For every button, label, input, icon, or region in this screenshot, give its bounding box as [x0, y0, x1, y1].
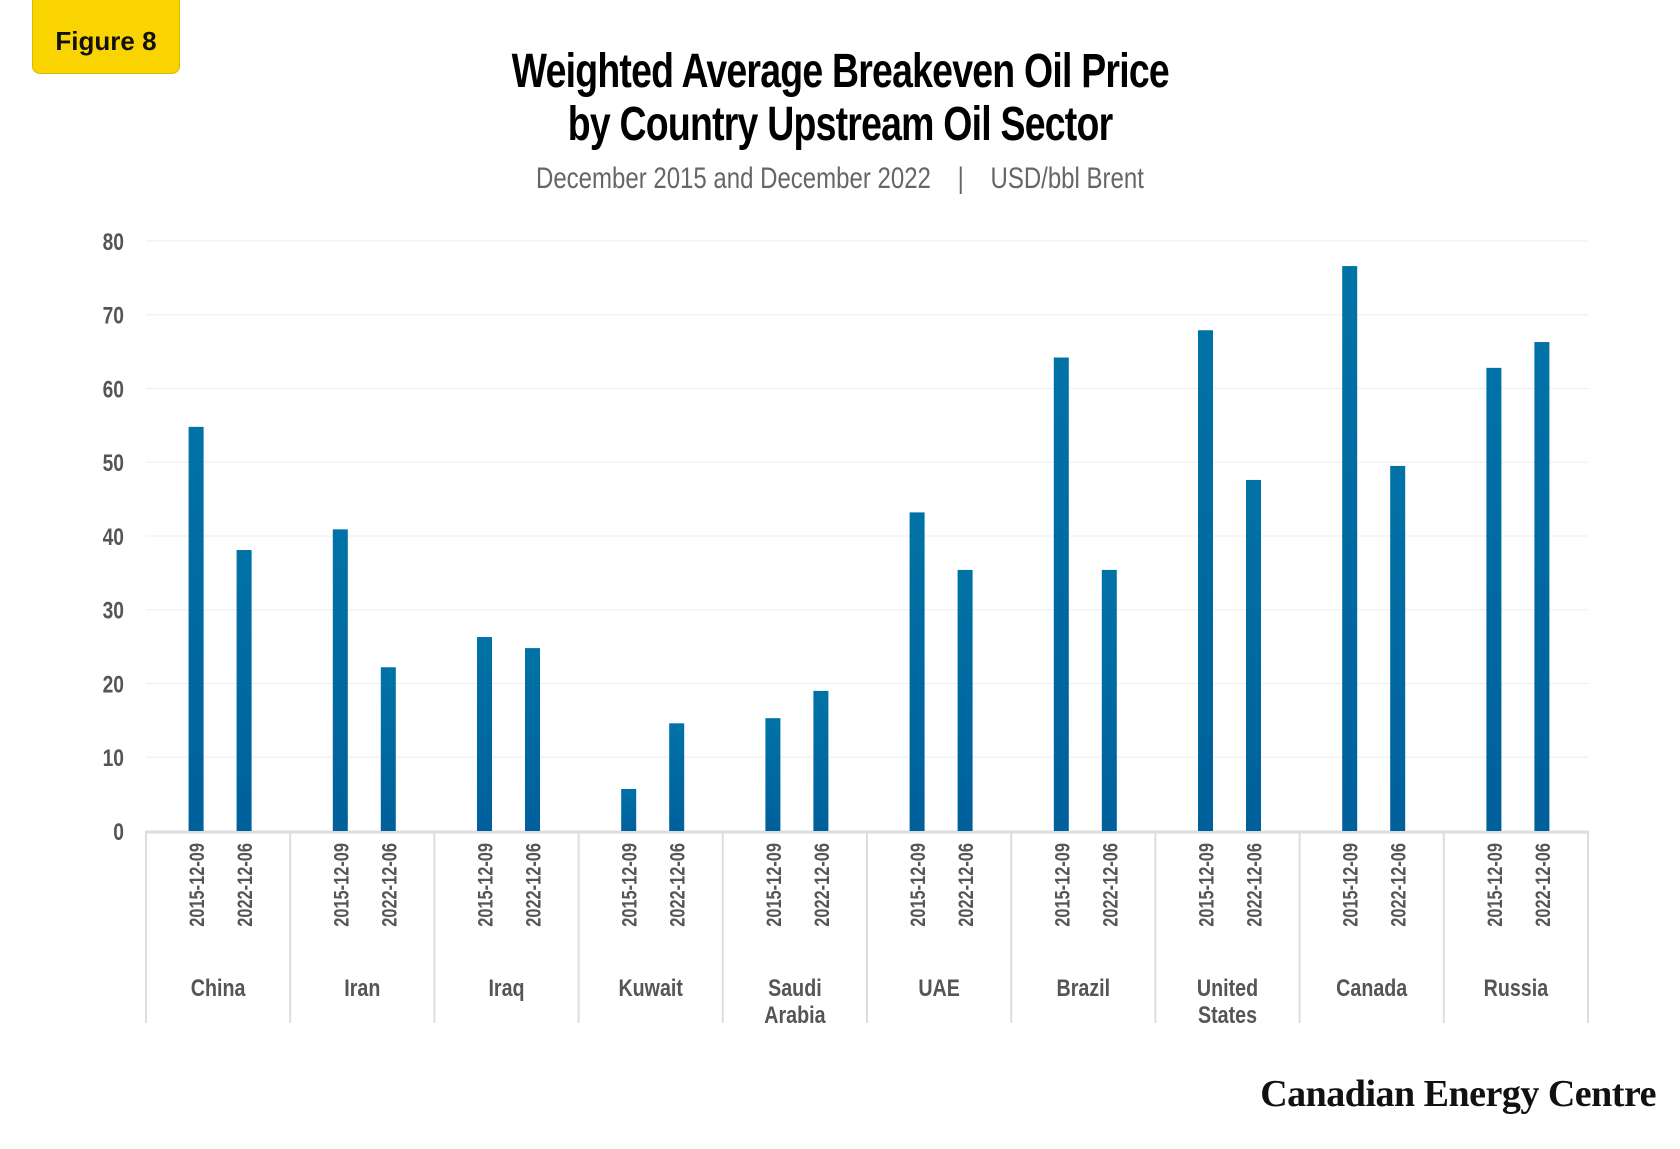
x-tick-label: 2015-12-09	[185, 843, 208, 927]
category-label: Kuwait	[618, 974, 683, 1001]
y-tick-label: 10	[103, 744, 124, 772]
bar	[1486, 367, 1502, 831]
bar	[1246, 479, 1261, 831]
y-tick-label: 80	[103, 228, 124, 256]
bar	[332, 529, 348, 831]
x-tick-label: 2015-12-09	[329, 843, 352, 927]
y-tick-label: 50	[103, 449, 124, 477]
bar	[477, 637, 492, 831]
category-label: States	[1198, 1001, 1257, 1028]
bar	[1390, 465, 1406, 831]
x-tick-label: 2015-12-09	[1050, 843, 1073, 927]
bar	[621, 788, 637, 831]
bar	[380, 667, 396, 831]
x-tick-label: 2022-12-06	[810, 843, 833, 927]
x-tick-label: 2022-12-06	[666, 843, 689, 927]
category-label: Saudi	[768, 974, 822, 1001]
bar	[909, 512, 925, 831]
x-tick-label: 2015-12-09	[906, 843, 929, 927]
bar	[765, 718, 781, 831]
bar	[1101, 569, 1117, 831]
y-tick-label: 60	[103, 375, 124, 403]
y-tick-label: 0	[113, 818, 124, 846]
bar	[1053, 357, 1069, 831]
bar-chart: 0 10 20 30 40 50 60 70 80 2015-12-09 2022-12-06 Chi…	[103, 228, 1589, 1028]
x-tick-label: 2022-12-06	[522, 843, 545, 927]
x-tick-label: 2015-12-09	[1339, 843, 1362, 927]
x-tick-label: 2015-12-09	[618, 843, 641, 927]
x-tick-label: 2015-12-09	[474, 843, 497, 927]
bar	[813, 690, 829, 831]
x-tick-label: 2022-12-06	[954, 843, 977, 927]
x-tick-label: 2022-12-06	[1531, 843, 1554, 927]
subtitle-unit: USD/bbl Brent	[990, 162, 1144, 195]
x-tick-label: 2015-12-09	[762, 843, 785, 927]
chart-title-line2: by Country Upstream Oil Sector	[567, 98, 1113, 151]
bar	[957, 569, 973, 831]
y-tick-label: 40	[103, 523, 124, 551]
figure-badge: Figure 8	[32, 0, 180, 74]
category-label: Canada	[1336, 974, 1408, 1001]
subtitle-separator: |	[957, 162, 964, 195]
x-tick-label: 2022-12-06	[1098, 843, 1121, 927]
x-tick-label: 2022-12-06	[1243, 843, 1266, 927]
category-label: Iraq	[488, 974, 524, 1001]
x-tick-label: 2015-12-09	[1195, 843, 1218, 927]
subtitle-period: December 2015 and December 2022	[536, 162, 931, 195]
category-label: Brazil	[1057, 974, 1111, 1001]
y-tick-label: 20	[103, 670, 124, 698]
category-label: China	[191, 974, 246, 1001]
bar	[236, 550, 252, 831]
chart-title-line1: Weighted Average Breakeven Oil Price	[511, 45, 1169, 98]
x-tick-label: 2022-12-06	[377, 843, 400, 927]
y-tick-label: 70	[103, 302, 124, 330]
logo: Canadian Energy Centre	[1260, 1073, 1656, 1115]
category-label: Russia	[1484, 974, 1549, 1001]
y-tick-label: 30	[103, 597, 124, 625]
bar	[669, 723, 685, 831]
bar	[1534, 342, 1550, 831]
chart-subtitle: December 2015 and December 2022 | USD/bb…	[0, 162, 1680, 196]
category-label: United	[1197, 974, 1258, 1001]
category-label: Iran	[344, 974, 380, 1001]
x-tick-label: 2022-12-06	[1387, 843, 1410, 927]
x-tick-label: 2015-12-09	[1483, 843, 1506, 927]
x-tick-label: 2022-12-06	[233, 843, 256, 927]
bar	[1198, 330, 1213, 831]
bar	[525, 648, 540, 831]
bar	[188, 426, 204, 831]
category-label: UAE	[918, 974, 960, 1001]
category-label: Arabia	[764, 1001, 826, 1028]
bar	[1342, 266, 1358, 831]
